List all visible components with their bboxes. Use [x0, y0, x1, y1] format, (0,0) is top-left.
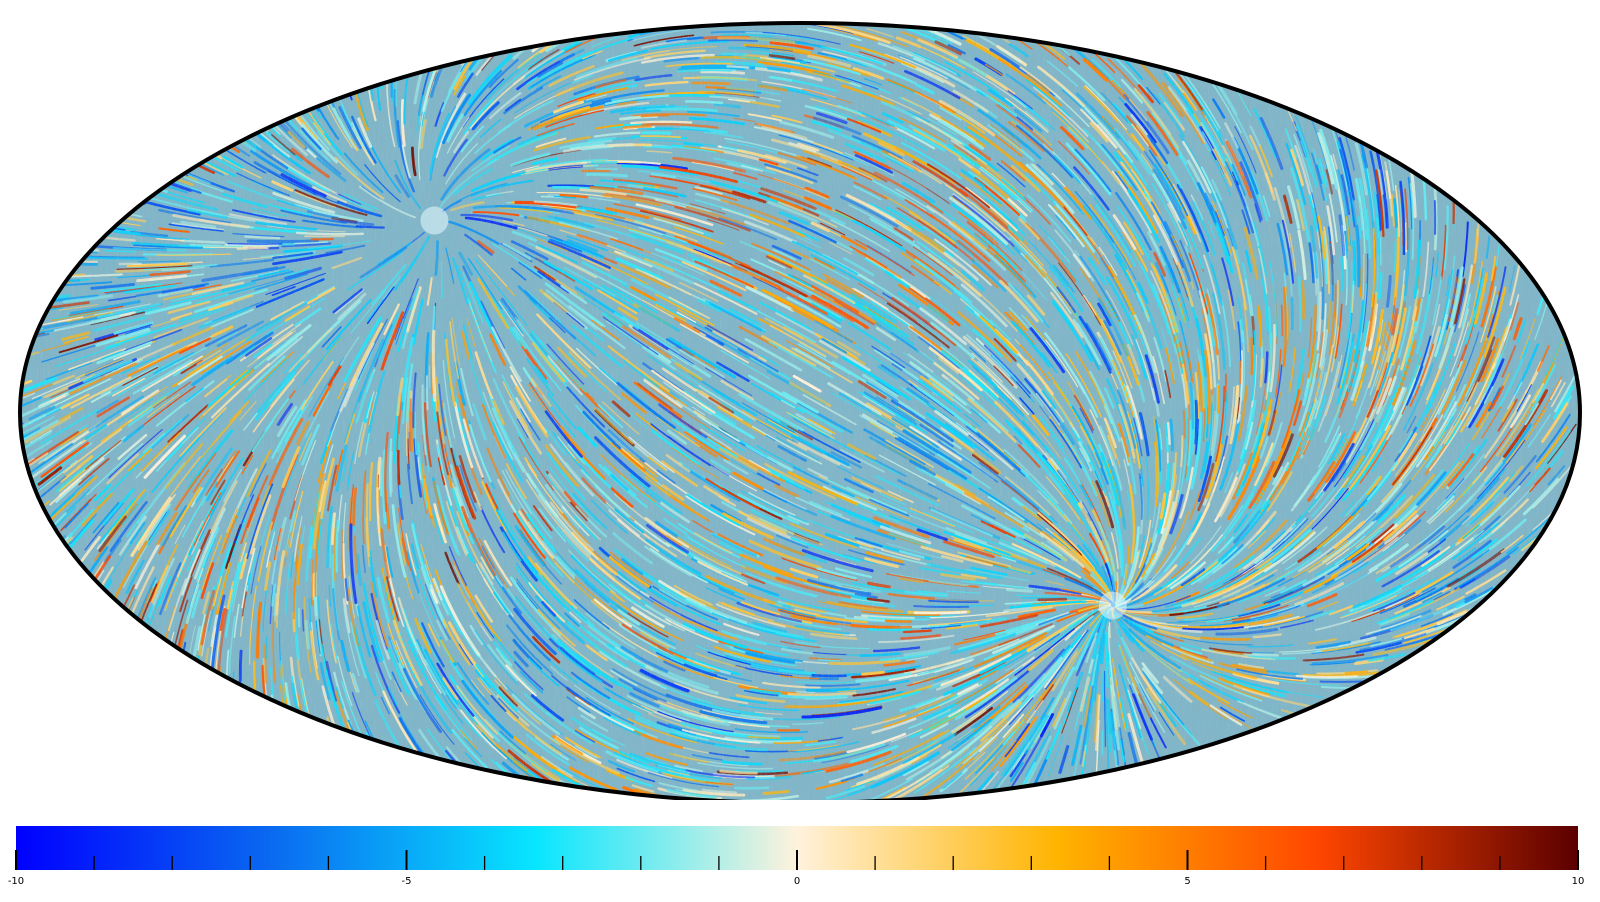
streamline-texture — [20, 23, 1580, 800]
sky-map — [18, 21, 1582, 800]
